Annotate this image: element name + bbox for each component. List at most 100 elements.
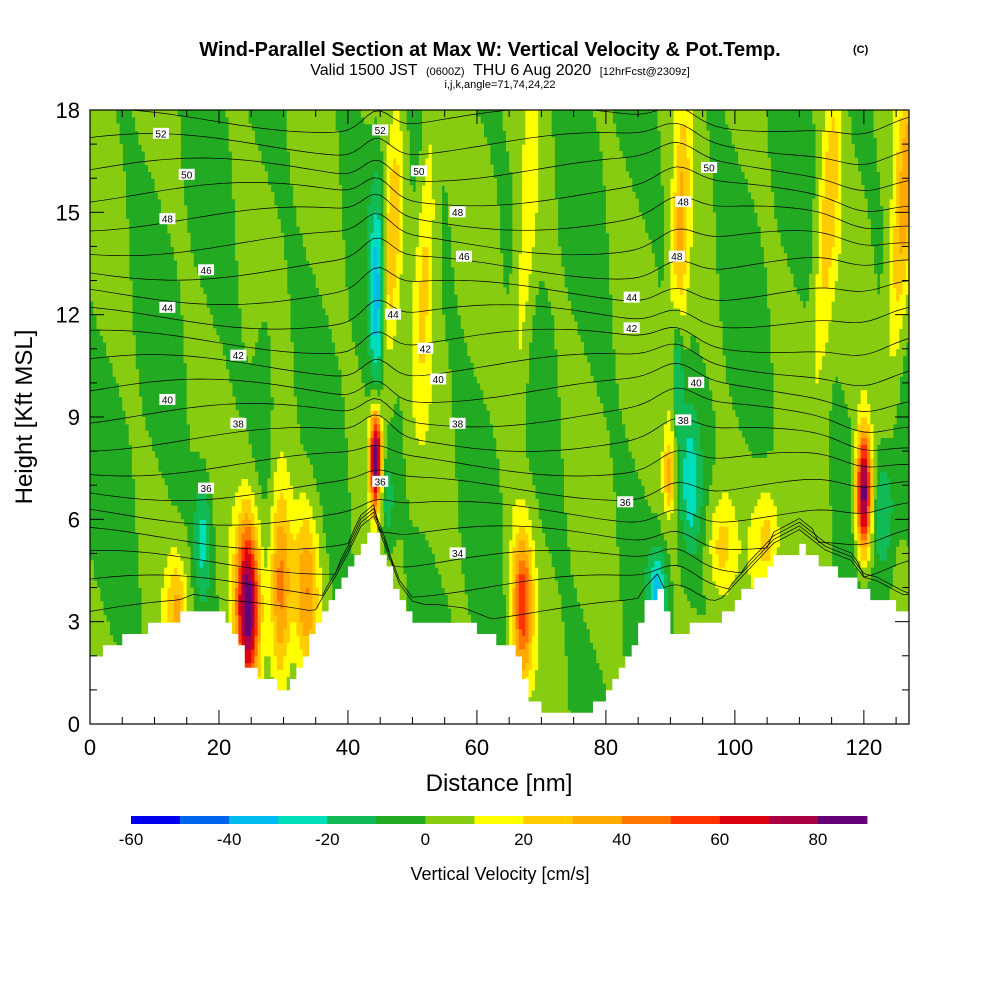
chart-title: Wind-Parallel Section at Max W: Vertical… — [199, 39, 780, 61]
contour-label-text: 44 — [162, 303, 174, 314]
colorbar-swatch — [621, 816, 672, 824]
colorbar-tick-label: 80 — [808, 830, 827, 849]
theta-contour-line — [90, 445, 909, 477]
contour-label-box — [410, 165, 427, 177]
x-tick-labels: 0 20 40 60 80 100 120 — [84, 735, 882, 760]
theta-contour-line — [90, 193, 909, 232]
contour-label-text: 52 — [155, 129, 167, 140]
contour-label-text: 38 — [678, 416, 690, 427]
contour-label-box — [456, 250, 473, 262]
colorbar-tick-label: -60 — [119, 830, 144, 849]
theta-contour-line — [90, 499, 909, 526]
contour-label-text: 44 — [626, 293, 638, 304]
theta-contour-label: 38 — [675, 414, 692, 427]
contour-label-text: 50 — [413, 167, 425, 178]
theta-contour-label: 48 — [675, 196, 692, 209]
theta-contour-line — [90, 363, 909, 412]
contour-label-box — [688, 376, 705, 388]
contour-label-box — [372, 124, 389, 136]
theta-contour-line — [90, 414, 909, 452]
theta-contour-label: 44 — [623, 291, 640, 304]
theta-contour-label: 52 — [372, 124, 389, 137]
contour-label-box — [675, 196, 692, 208]
contour-label-box — [449, 547, 466, 559]
contour-label-text: 42 — [233, 351, 245, 362]
theta-contour-line — [90, 469, 909, 501]
theta-contour-line — [90, 213, 909, 257]
theta-contour-label: 36 — [617, 496, 634, 509]
y-tick-label: 15 — [56, 200, 80, 225]
theta-contour-label: 52 — [152, 127, 169, 140]
colorbar-tick-label: 20 — [514, 830, 533, 849]
theta-contour-line — [90, 237, 909, 281]
contour-label-text: 36 — [620, 498, 632, 509]
y-axis-label: Height [Kft MSL] — [11, 330, 38, 505]
potential-temperature-contours — [90, 110, 909, 619]
theta-contour-label: 34 — [449, 547, 466, 560]
colorbar-tick-label: 0 — [421, 830, 430, 849]
contour-label-text: 44 — [388, 310, 400, 321]
x-tick-label: 100 — [717, 735, 754, 760]
chart-subtitle: Valid 1500 JST (0600Z) THU 6 Aug 2020 [1… — [310, 62, 690, 79]
theta-contour-label: 50 — [701, 161, 718, 174]
colorbar-swatch — [474, 816, 524, 824]
contour-label-text: 52 — [375, 126, 387, 137]
contour-label-box — [152, 127, 169, 139]
contour-label-box — [449, 206, 466, 218]
colorbar-swatch — [425, 816, 475, 824]
colorbar-tick-label: -20 — [315, 830, 340, 849]
contour-label-box — [230, 417, 247, 429]
theta-contour-label: 40 — [688, 376, 705, 389]
contour-label-box — [417, 342, 434, 354]
contour-label-text: 40 — [433, 375, 445, 386]
contour-label-text: 38 — [233, 419, 245, 430]
contour-label-text: 40 — [691, 378, 703, 389]
colorbar-swatch — [768, 816, 819, 824]
contour-label-box — [617, 496, 634, 508]
colorbar-swatch — [327, 816, 377, 824]
contour-label-text: 42 — [626, 324, 638, 335]
contour-label-box — [430, 373, 447, 385]
theta-contour-line — [90, 508, 909, 578]
y-tick-labels: 0 3 6 9 12 15 18 — [56, 98, 80, 737]
theta-contour-line — [90, 166, 909, 212]
colorbar-swatch — [670, 816, 721, 824]
contour-label-box — [623, 322, 640, 334]
contour-labels: 52 50 48 46 44 42 40 38 36 52 50 48 46 44 42 40 38 36 34 50… — [152, 124, 718, 560]
theta-contour-line — [90, 387, 909, 433]
colorbar-tick-label: 60 — [710, 830, 729, 849]
theta-contour-label: 38 — [230, 417, 247, 430]
y-tick-label: 0 — [68, 712, 80, 737]
theta-contour-label: 40 — [430, 373, 447, 386]
subtitle-date: THU 6 Aug 2020 — [473, 62, 591, 79]
colorbar-swatch — [817, 816, 868, 824]
contour-label-text: 48 — [671, 252, 683, 263]
theta-contour-line — [90, 122, 909, 165]
y-tick-label: 12 — [56, 303, 80, 328]
theta-contour-label: 46 — [456, 250, 473, 263]
colorbar-tick-label: -40 — [217, 830, 242, 849]
theta-contour-line — [90, 299, 909, 330]
theta-contour-line — [90, 267, 909, 305]
y-tick-label: 9 — [68, 405, 80, 430]
theta-contour-line — [90, 515, 909, 619]
contour-label-text: 40 — [162, 395, 174, 406]
subtitle-valid: Valid 1500 JST — [310, 62, 418, 79]
theta-contour-label: 44 — [385, 308, 402, 321]
theta-contour-label: 36 — [198, 482, 215, 495]
theta-contour-line — [90, 504, 909, 551]
theta-contour-label: 50 — [178, 168, 195, 181]
contour-label-box — [675, 414, 692, 426]
theta-contour-label: 48 — [159, 213, 176, 226]
contour-label-box — [701, 161, 718, 173]
x-tick-label: 120 — [845, 735, 882, 760]
contour-label-box — [178, 168, 195, 180]
contour-label-text: 42 — [420, 344, 432, 355]
contour-label-text: 48 — [162, 215, 174, 226]
theta-contour-label: 46 — [198, 264, 215, 277]
contour-label-text: 50 — [181, 170, 193, 181]
contour-label-box — [198, 482, 215, 494]
colorbar-swatch — [131, 816, 181, 824]
theta-contour-label: 44 — [159, 301, 176, 314]
